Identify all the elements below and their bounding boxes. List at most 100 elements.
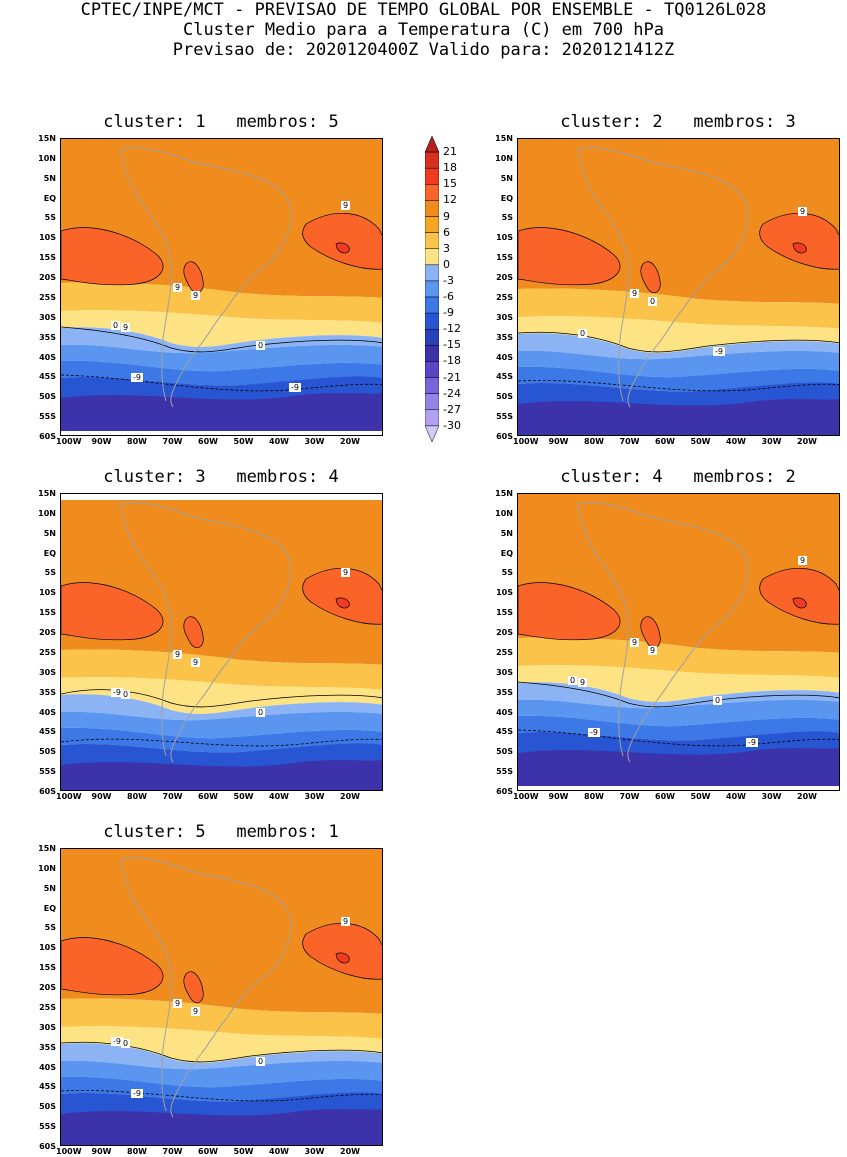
lat-label: 5S — [501, 213, 513, 223]
colorbar-segment — [424, 184, 440, 201]
lat-label: 40S — [39, 707, 56, 717]
panel-4-title: cluster: 4 membros: 2 — [560, 467, 796, 487]
lat-label: EQ — [500, 193, 513, 203]
colorbar-segment — [424, 135, 440, 153]
colorbar-segment — [424, 264, 440, 282]
temp-band — [518, 665, 839, 702]
colorbar-segment — [424, 200, 440, 217]
temp-band — [61, 677, 382, 714]
colorbar-label: -15 — [443, 338, 461, 352]
lat-label: 20S — [39, 628, 56, 638]
lat-label: 60S — [39, 787, 56, 796]
lat-label: 60S — [496, 432, 513, 441]
lon-label: 90W — [548, 437, 569, 446]
lon-label: 20W — [340, 437, 360, 446]
contour-zero — [518, 681, 839, 708]
temp-band — [61, 727, 382, 753]
contour-label: 0 — [256, 341, 266, 350]
lat-label: 15N — [495, 489, 513, 498]
panel-3-title: cluster: 3 membros: 4 — [103, 467, 339, 487]
temp-band — [518, 748, 839, 786]
lat-label: 35S — [39, 332, 56, 342]
warm-region — [518, 582, 621, 641]
contour-label: 9 — [341, 201, 351, 210]
lon-label: 30W — [304, 437, 325, 446]
colorbar-segment — [424, 151, 440, 169]
contour-label: -9 — [111, 688, 123, 697]
colorbar-label: 6 — [443, 225, 450, 239]
temp-band — [518, 316, 839, 353]
lat-label: 45S — [39, 727, 56, 737]
contour-minus-9 — [518, 729, 839, 747]
contour-label: 0 — [713, 696, 723, 705]
colorbar-segment — [424, 280, 440, 298]
lat-label: 15S — [39, 608, 56, 618]
lat-label: 5S — [44, 568, 56, 578]
warm-region — [183, 971, 204, 1003]
warm-region — [792, 597, 807, 609]
colorbar-segment — [424, 377, 440, 394]
temp-band — [518, 366, 839, 392]
temp-band — [61, 393, 382, 431]
contour-minus-9 — [61, 738, 382, 747]
header-line-3: Previsao de: 2020120400Z Valido para: 20… — [172, 40, 675, 60]
colorbar-segment — [424, 409, 440, 427]
lat-label: 20S — [496, 273, 513, 283]
lat-label: 35S — [496, 687, 513, 697]
lon-label: 70W — [162, 792, 183, 801]
lon-label: 100W — [513, 437, 539, 446]
temp-band — [61, 310, 382, 347]
lat-label: 45S — [496, 727, 513, 737]
contour-label: -9 — [289, 383, 301, 392]
temp-band — [518, 699, 839, 727]
lat-label: 15N — [495, 134, 513, 143]
lat-label: 10S — [39, 233, 56, 243]
colorbar-label: 15 — [443, 177, 457, 191]
temp-band — [61, 760, 382, 790]
lat-label: 55S — [39, 412, 56, 422]
colorbar-segment — [424, 425, 440, 443]
contour-label: 9 — [648, 646, 658, 655]
warm-region — [61, 582, 164, 641]
colorbar-segment — [424, 361, 440, 378]
lon-label: 60W — [198, 1147, 218, 1156]
lon-label: 80W — [127, 1147, 147, 1156]
lat-label: 15S — [39, 963, 56, 973]
panel-5-title: cluster: 5 membros: 1 — [103, 822, 339, 842]
panel-1-title: cluster: 1 membros: 5 — [103, 112, 339, 132]
lat-label: 25S — [496, 647, 513, 657]
warm-region — [302, 213, 382, 270]
lat-label: 30S — [496, 312, 513, 322]
lat-label: 10S — [496, 233, 513, 243]
contour-label: 9 — [578, 678, 588, 687]
lat-label: 40S — [496, 352, 513, 362]
lat-label: 5N — [43, 528, 56, 538]
map-panel-3: 9 9 9 0 0 -9 — [60, 493, 383, 791]
lon-label: 20W — [797, 437, 817, 446]
warm-region — [792, 242, 807, 254]
colorbar-label: 9 — [443, 209, 450, 223]
map-panel-4: 9 9 9 9 0 0 -9 -9 — [517, 493, 840, 791]
contour-label: 0 — [256, 708, 266, 717]
contour-label: 9 — [173, 999, 183, 1008]
contour-label: -9 — [588, 728, 600, 737]
colorbar-label: -27 — [443, 402, 461, 416]
lon-label: 50W — [233, 792, 254, 801]
lat-label: 55S — [39, 767, 56, 777]
temp-band — [61, 344, 382, 372]
lat-label: 45S — [39, 1082, 56, 1092]
lat-label: 10N — [495, 153, 513, 163]
lon-label: 50W — [690, 792, 711, 801]
lon-label: 100W — [513, 792, 539, 801]
lon-label: 20W — [340, 1147, 360, 1156]
warm-region — [640, 261, 661, 293]
temp-band — [61, 998, 382, 1039]
lat-label: 10S — [496, 588, 513, 598]
colorbar-label: 12 — [443, 193, 457, 207]
temp-band — [61, 327, 382, 354]
colorbar — [424, 135, 440, 446]
warm-region — [335, 242, 350, 254]
temp-band — [61, 1043, 382, 1070]
lon-label: 50W — [233, 437, 254, 446]
coastline — [120, 857, 292, 1118]
